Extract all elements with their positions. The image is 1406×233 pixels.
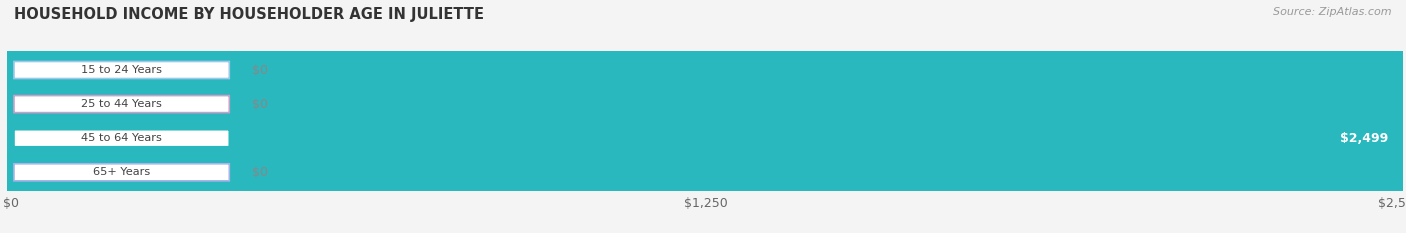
Text: $2,499: $2,499 [1340, 132, 1389, 145]
Text: $0: $0 [252, 166, 267, 179]
Text: HOUSEHOLD INCOME BY HOUSEHOLDER AGE IN JULIETTE: HOUSEHOLD INCOME BY HOUSEHOLDER AGE IN J… [14, 7, 484, 22]
Text: 25 to 44 Years: 25 to 44 Years [82, 99, 162, 109]
Bar [11, 87, 1400, 121]
Text: $0: $0 [252, 98, 267, 111]
Bar [11, 121, 1400, 155]
Bar [11, 155, 1400, 189]
Bar [11, 53, 1400, 87]
Text: Source: ZipAtlas.com: Source: ZipAtlas.com [1274, 7, 1392, 17]
FancyBboxPatch shape [14, 164, 229, 181]
FancyBboxPatch shape [14, 62, 229, 79]
Text: $0: $0 [252, 64, 267, 76]
FancyBboxPatch shape [14, 130, 229, 147]
FancyBboxPatch shape [14, 96, 229, 113]
Text: 45 to 64 Years: 45 to 64 Years [82, 133, 162, 143]
Text: 65+ Years: 65+ Years [93, 167, 150, 177]
Text: 15 to 24 Years: 15 to 24 Years [82, 65, 162, 75]
